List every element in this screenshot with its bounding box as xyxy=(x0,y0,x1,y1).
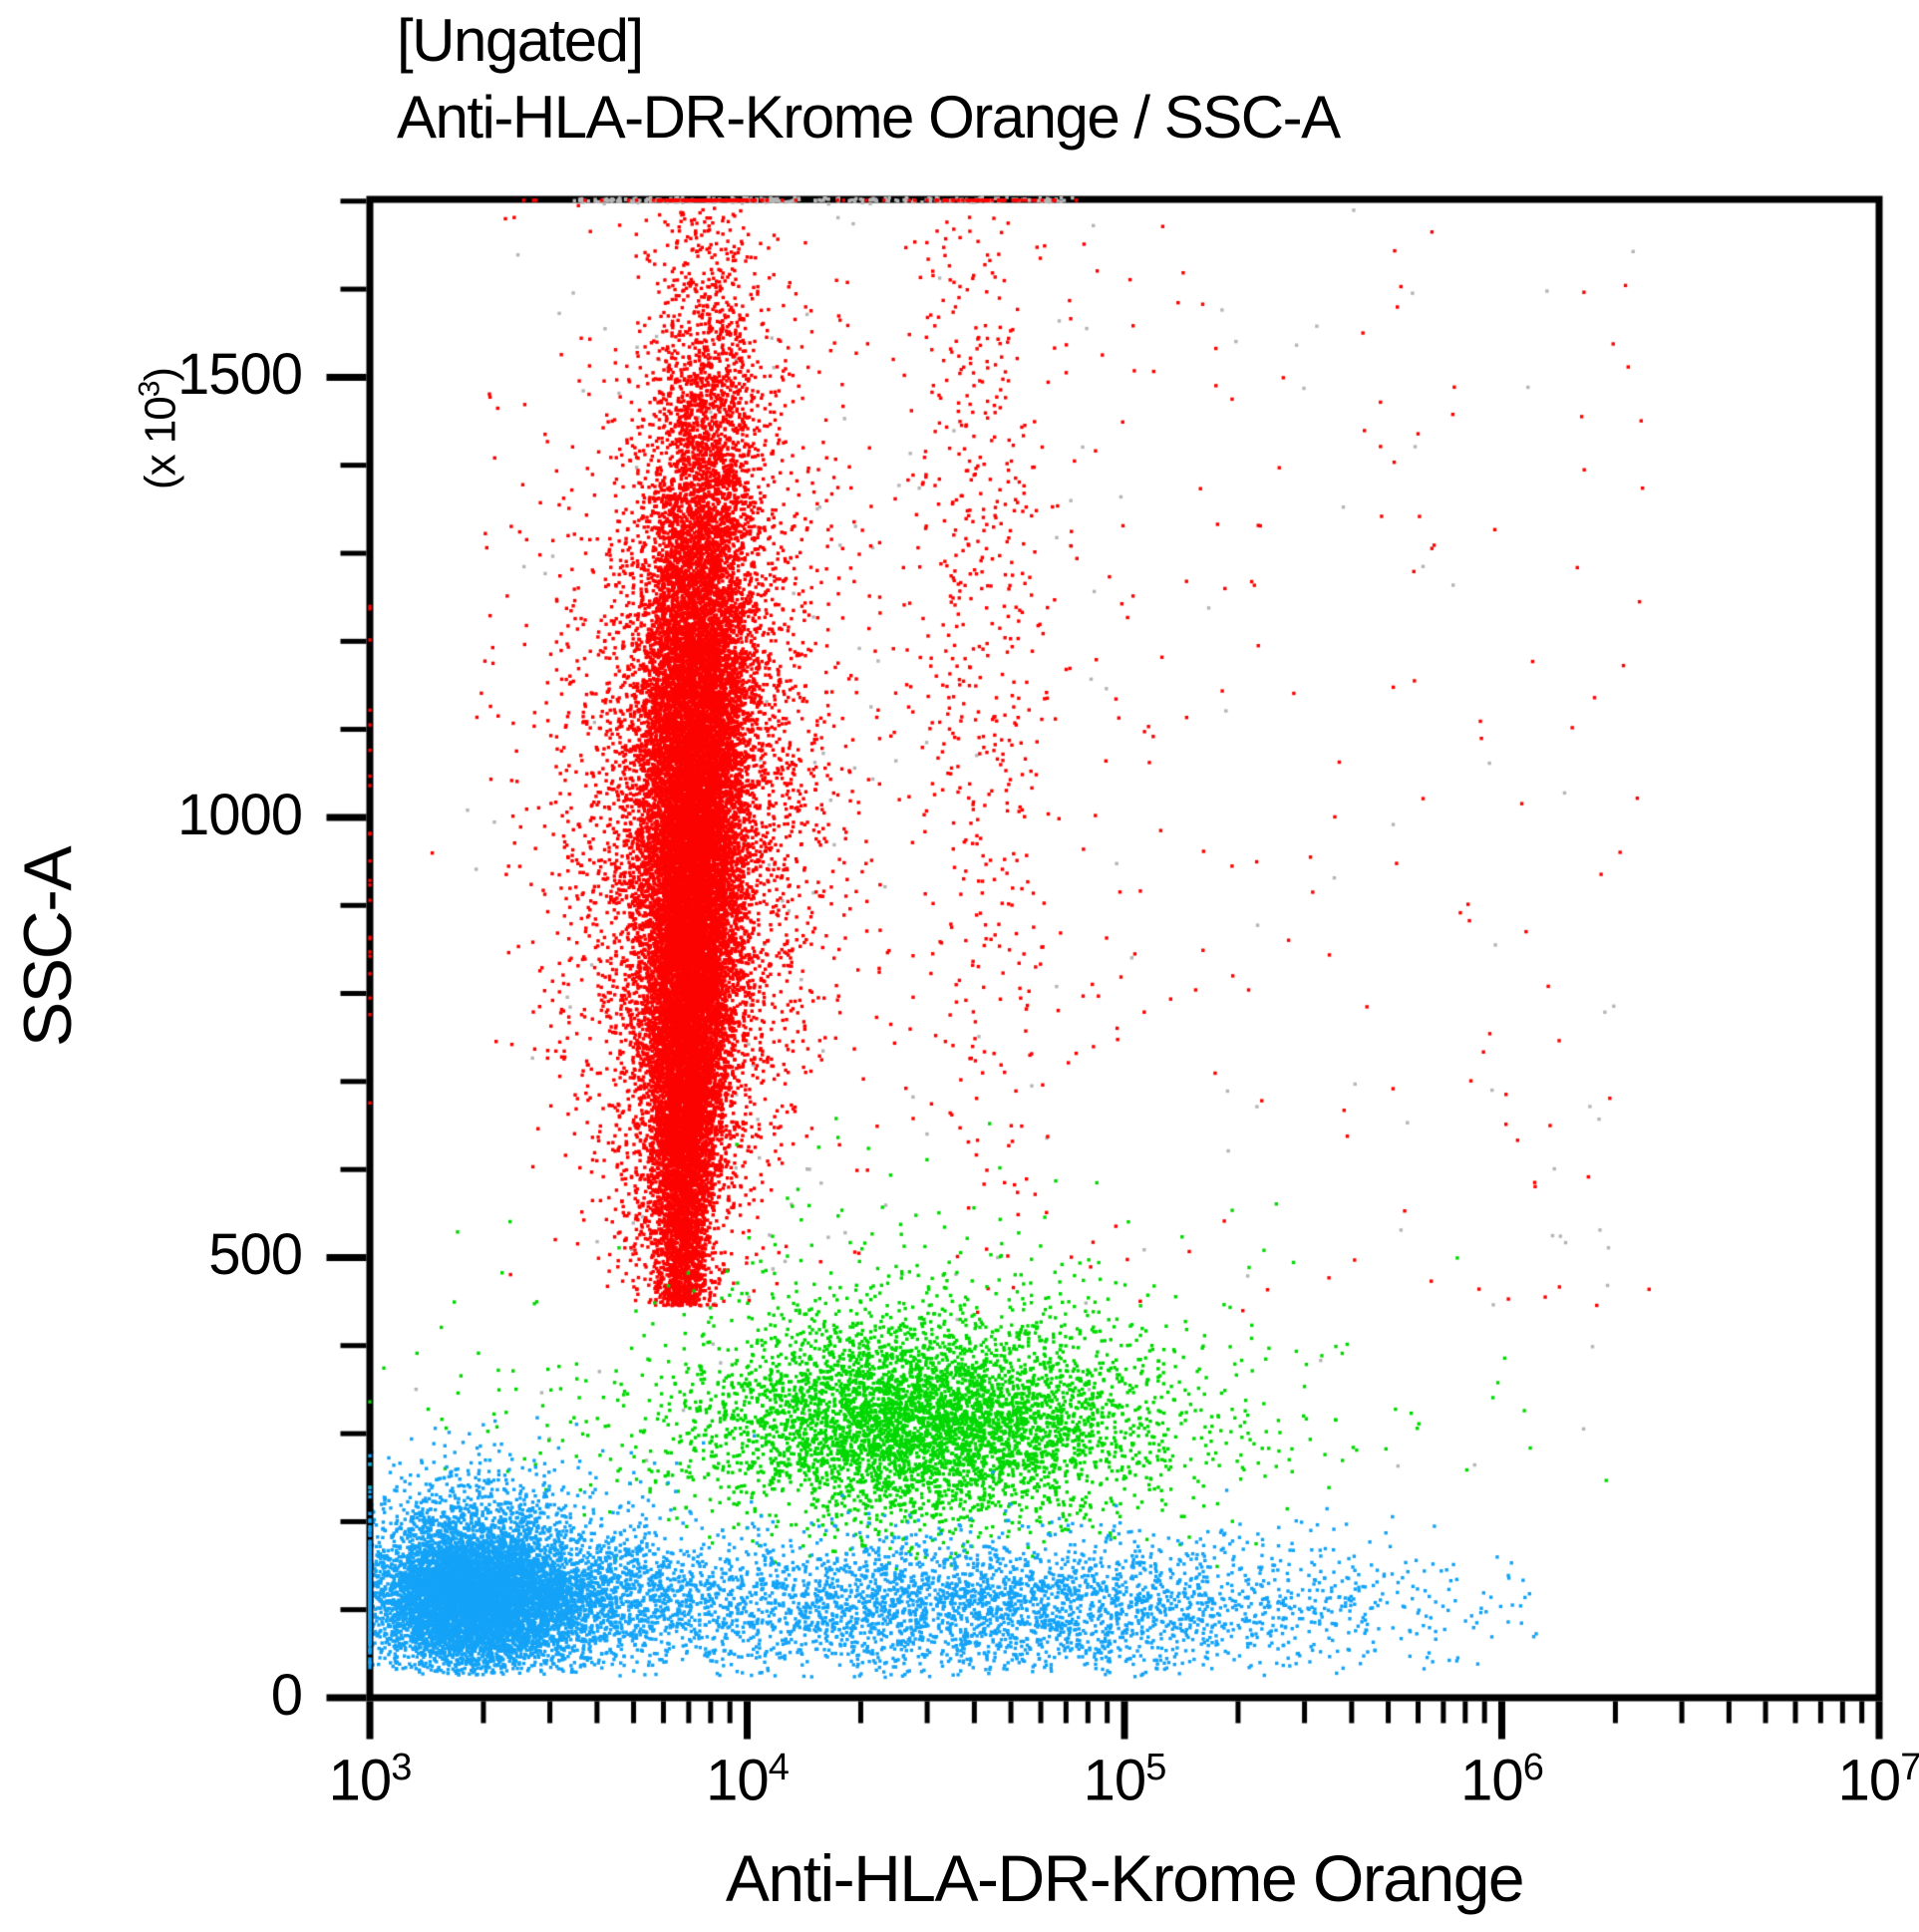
y-axis-units-multiplier: (x 103) xyxy=(134,368,186,489)
plot-title-parameters-line: Anti-HLA-DR-Krome Orange / SSC-A xyxy=(397,84,1341,151)
y-tick-label-500: 500 xyxy=(208,1222,303,1288)
x-tick-label-10e5: 105 xyxy=(1083,1747,1167,1813)
x-tick-label-10e7: 107 xyxy=(1837,1747,1919,1813)
x-tick-label-10e6: 106 xyxy=(1460,1747,1544,1813)
y-axis-title: SSC-A xyxy=(10,846,86,1048)
y-axis-units-prefix: (x 10 xyxy=(136,397,185,490)
plot-title-gate-line: [Ungated] xyxy=(397,7,644,74)
y-axis-units-suffix: ) xyxy=(136,367,185,382)
x-axis-title: Anti-HLA-DR-Krome Orange xyxy=(725,1841,1525,1915)
x-tick-label-10e3: 103 xyxy=(328,1747,413,1813)
y-tick-label-1500: 1500 xyxy=(176,342,303,408)
x-tick-label-10e4: 104 xyxy=(706,1747,790,1813)
plot-title: [Ungated] Anti-HLA-DR-Krome Orange / SSC… xyxy=(397,2,1341,156)
y-tick-label-1000: 1000 xyxy=(176,782,303,847)
y-tick-label-0: 0 xyxy=(270,1662,303,1728)
y-axis-units-exponent: 3 xyxy=(133,381,166,398)
